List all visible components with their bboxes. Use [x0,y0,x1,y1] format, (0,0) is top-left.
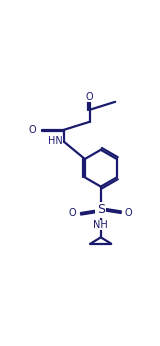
Text: HN: HN [48,136,63,146]
Text: O: O [69,208,77,218]
Text: S: S [97,203,105,216]
Text: NH: NH [93,220,108,230]
Text: O: O [86,92,93,102]
Text: O: O [125,208,133,218]
Text: O: O [29,125,37,135]
